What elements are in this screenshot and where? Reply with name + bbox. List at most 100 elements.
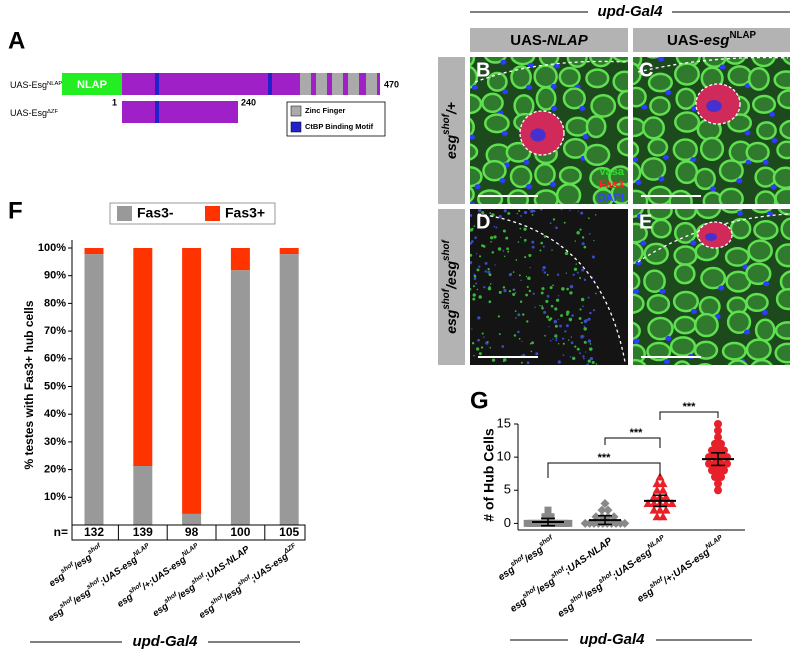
speckle [503, 255, 506, 258]
speckle [541, 287, 545, 291]
speckle [573, 267, 578, 271]
bar-segment [279, 248, 299, 255]
nucleus [718, 285, 725, 291]
zinc-finger [332, 73, 343, 95]
nucleus [526, 84, 533, 90]
nucleus [633, 157, 639, 163]
speckle [528, 253, 532, 257]
column-label-part: NLAP [729, 30, 756, 41]
n-value: 100 [230, 525, 250, 539]
point [649, 499, 659, 507]
speckle [557, 360, 561, 364]
germ-cell [562, 137, 588, 159]
germ-cell [727, 65, 753, 87]
germ-cell [726, 310, 752, 334]
germ-cell [470, 57, 476, 67]
speckle [532, 209, 536, 213]
y-tick-label: 90% [44, 270, 66, 282]
x-tick-label: esgshof/esgshof;UAS-NLAP [150, 542, 252, 619]
point [547, 513, 555, 521]
speckle [576, 347, 580, 351]
germ-cell [643, 269, 666, 294]
germ-cell [776, 140, 790, 160]
germ-cell [700, 266, 727, 290]
point [658, 479, 668, 488]
panel-letter: E [639, 211, 652, 233]
nucleus [792, 157, 798, 162]
germ-cell [673, 245, 698, 266]
germ-cell [745, 338, 772, 361]
speckle [587, 359, 591, 363]
speckle [588, 232, 591, 235]
point [565, 519, 573, 527]
germ-cell [775, 287, 790, 311]
germ-cell [695, 209, 722, 220]
speckle [502, 286, 506, 289]
speckle [481, 211, 485, 215]
germ-cell [745, 141, 770, 163]
nucleus [502, 89, 509, 95]
speckle [572, 273, 575, 276]
germ-cell [781, 57, 790, 66]
germ-cell [533, 189, 559, 204]
speckle [489, 283, 492, 285]
germ-cell [616, 116, 628, 136]
nucleus [626, 201, 628, 204]
speckle [587, 296, 590, 299]
speckle [502, 250, 505, 252]
nucleus [690, 157, 697, 163]
nucleus [500, 59, 507, 65]
column-label: UAS-esgNLAP [667, 30, 757, 49]
speckle [587, 339, 592, 343]
speckle [477, 316, 481, 320]
nucleus [523, 159, 530, 165]
germ-cell [633, 189, 649, 204]
nucleus [471, 84, 478, 90]
speckle [522, 313, 525, 316]
speckle [477, 209, 482, 213]
speckle [555, 339, 558, 342]
nucleus [762, 309, 769, 315]
germ-cell [649, 96, 671, 116]
speckle [477, 338, 480, 342]
zinc-finger [348, 73, 359, 95]
point [652, 485, 662, 494]
germ-cell [718, 159, 744, 183]
point [717, 439, 725, 448]
nucleus [744, 329, 751, 335]
germ-cell [633, 161, 642, 184]
speckle [568, 317, 573, 322]
speckle [595, 214, 597, 216]
germ-cell [558, 66, 581, 88]
speckle [548, 326, 550, 328]
speckle [583, 278, 587, 282]
speckle [557, 295, 560, 297]
germ-cell [562, 87, 586, 110]
hub-nucleus [706, 100, 722, 112]
speckle [493, 225, 496, 228]
start-label: 1 [112, 97, 117, 107]
germ-cell [565, 116, 590, 137]
germ-cell [724, 247, 751, 267]
speckle [487, 270, 491, 274]
speckle [543, 235, 547, 238]
germ-cell [745, 292, 769, 313]
nlap-tag [62, 73, 122, 95]
speckle [549, 340, 552, 342]
esg-body [122, 73, 298, 95]
x-tick-label: esgshof/+;UAS-esgNLAP [114, 542, 203, 609]
germ-cell [590, 93, 617, 118]
speckle [521, 340, 523, 343]
germ-cell [672, 138, 698, 162]
ctbp-motif [155, 73, 159, 95]
speckle [502, 360, 505, 363]
speckle [495, 226, 498, 229]
y-tick-label: 15 [497, 415, 511, 430]
speckle [489, 346, 492, 349]
speckle [579, 228, 582, 231]
speckle [582, 305, 584, 308]
germ-cell [698, 295, 721, 318]
germ-cell [583, 143, 611, 167]
speckle [564, 330, 567, 333]
